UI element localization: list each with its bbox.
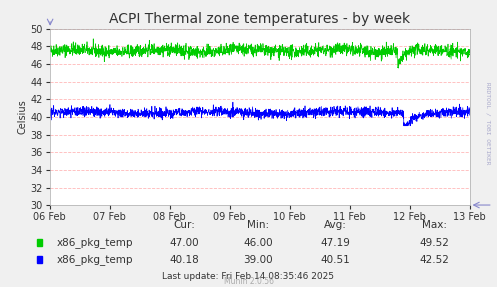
Title: ACPI Thermal zone temperatures - by week: ACPI Thermal zone temperatures - by week <box>109 12 410 26</box>
Text: Last update: Fri Feb 14 08:35:46 2025: Last update: Fri Feb 14 08:35:46 2025 <box>163 272 334 281</box>
Text: 47.00: 47.00 <box>169 238 199 247</box>
Text: 46.00: 46.00 <box>244 238 273 247</box>
Text: Min:: Min: <box>248 220 269 230</box>
Text: 40.18: 40.18 <box>169 255 199 265</box>
Text: 40.51: 40.51 <box>321 255 350 265</box>
Y-axis label: Celsius: Celsius <box>17 100 28 134</box>
Text: Cur:: Cur: <box>173 220 195 230</box>
Text: Max:: Max: <box>422 220 447 230</box>
Text: 47.19: 47.19 <box>321 238 350 247</box>
Text: 42.52: 42.52 <box>420 255 450 265</box>
Text: x86_pkg_temp: x86_pkg_temp <box>57 237 134 248</box>
Text: 49.52: 49.52 <box>420 238 450 247</box>
Text: 39.00: 39.00 <box>244 255 273 265</box>
Text: Munin 2.0.56: Munin 2.0.56 <box>224 277 273 286</box>
Text: RRDTOOL / TOBI OETIKER: RRDTOOL / TOBI OETIKER <box>486 82 491 165</box>
Text: Avg:: Avg: <box>324 220 347 230</box>
Text: x86_pkg_temp: x86_pkg_temp <box>57 254 134 265</box>
